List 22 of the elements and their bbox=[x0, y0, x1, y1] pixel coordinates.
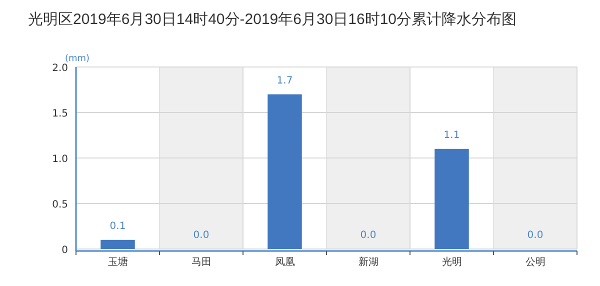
x-tick-label: 公明 bbox=[525, 256, 546, 268]
y-tick-label: 0.5 bbox=[52, 200, 68, 210]
y-tick-label: 2.0 bbox=[52, 63, 68, 74]
data-label: 0.0 bbox=[360, 230, 376, 241]
bar bbox=[100, 240, 135, 249]
data-label: 0.0 bbox=[527, 230, 544, 241]
data-label: 0.0 bbox=[193, 230, 210, 241]
bar bbox=[268, 94, 302, 249]
x-tick-label: 光明 bbox=[442, 256, 462, 268]
y-axis-title: (mm) bbox=[65, 54, 90, 64]
data-label: 1.1 bbox=[444, 130, 460, 141]
data-label: 1.7 bbox=[276, 75, 293, 86]
x-tick-label: 马田 bbox=[191, 257, 212, 268]
y-tick-label: 1.5 bbox=[52, 108, 68, 120]
x-tick-label: 凤凰 bbox=[274, 257, 295, 268]
bar bbox=[434, 148, 469, 249]
y-tick-label: 1.0 bbox=[52, 154, 68, 165]
y-tick-label: 0 bbox=[62, 245, 68, 256]
data-label: 0.1 bbox=[110, 220, 126, 232]
x-tick-label: 新湖 bbox=[358, 256, 378, 268]
chart-title: 光明区2019年6月30日14时40分-2019年6月30日16时10分累计降水分布图 bbox=[28, 11, 517, 28]
x-tick-label: 玉塘 bbox=[108, 256, 128, 268]
